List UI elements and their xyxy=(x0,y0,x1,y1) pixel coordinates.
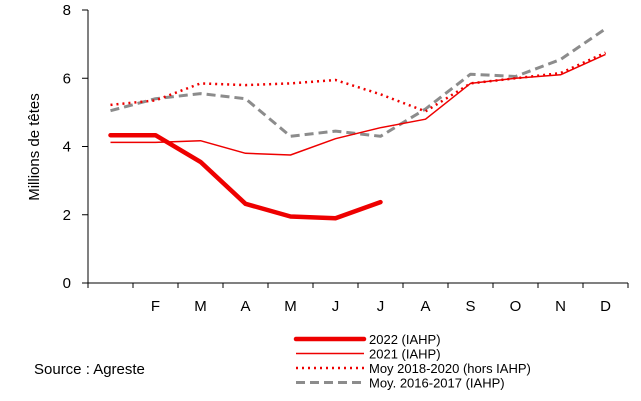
y-axis-title: Millions de têtes xyxy=(26,93,43,201)
y-tick-label: 0 xyxy=(63,275,71,292)
series-line-2 xyxy=(110,53,606,156)
x-tick-label: A xyxy=(420,298,430,315)
x-tick-label: N xyxy=(555,298,566,315)
y-tick-label: 4 xyxy=(63,139,71,156)
legend-label: Moy. 2016-2017 (IAHP) xyxy=(369,376,505,391)
x-tick-label: F xyxy=(151,298,160,315)
x-tick-label: A xyxy=(240,298,250,315)
legend: 2022 (IAHP)2021 (IAHP)Moy 2018-2020 (hor… xyxy=(293,332,531,391)
series-layer xyxy=(108,27,607,221)
series-line-1 xyxy=(108,132,383,221)
axes: 0 2 4 6 8 F M A M J J A S O N D xyxy=(63,2,629,315)
source-note: Source : Agreste xyxy=(34,361,145,378)
legend-label: 2021 (IAHP) xyxy=(369,347,441,362)
x-tick-label: J xyxy=(332,298,340,315)
x-tick-label: M xyxy=(284,298,297,315)
x-tick-label: J xyxy=(377,298,385,315)
series-line-3 xyxy=(110,51,607,113)
x-tick-label: M xyxy=(194,298,207,315)
x-tick-label: O xyxy=(510,298,522,315)
x-tick-label: D xyxy=(600,298,611,315)
y-tick-label: 2 xyxy=(63,207,71,224)
legend-label: Moy 2018-2020 (hors IAHP) xyxy=(369,361,531,376)
y-tick-label: 6 xyxy=(63,70,71,87)
x-tick-label: S xyxy=(465,298,475,315)
y-tick-label: 8 xyxy=(63,2,71,19)
series-line-4 xyxy=(110,27,607,138)
legend-label: 2022 (IAHP) xyxy=(369,332,441,347)
